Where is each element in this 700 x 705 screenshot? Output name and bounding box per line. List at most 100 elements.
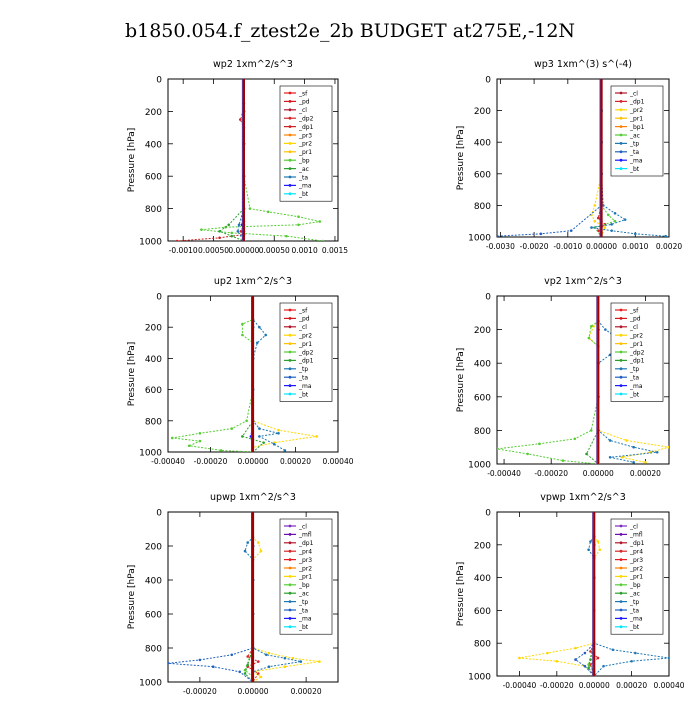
chart-panel-2: wp3 1xm^(3) s^(-4) Pressure [hPa] 0 200 400 6… [456,59,682,251]
data-point [596,540,600,543]
data-point [246,655,249,658]
x-tick-label: -0.00040 [151,457,185,466]
legend-label: _bt [629,624,640,631]
data-point [257,672,260,675]
legend-label: _dp1 [298,124,314,131]
legend-marker [288,158,292,162]
data-point [246,541,249,544]
y-tick-label: 600 [145,611,162,621]
data-point [237,223,241,227]
legend-label: _pd [629,316,641,323]
plot-frame [496,511,670,677]
y-tick-label: 600 [145,386,162,396]
legend-label: _bt [298,391,309,398]
legend-label: _pr2 [298,333,312,340]
y-tick-label: 200 [474,107,491,117]
y-tick-label: 800 [145,205,162,215]
legend-marker [619,333,623,337]
legend-marker [288,617,292,620]
data-point [297,215,300,218]
data-point [243,672,247,675]
x-tick-label: 0.0010 [622,242,648,251]
legend-label: _pr1 [298,341,312,348]
legend-label: _ac [629,132,640,139]
legend-label: _pr2 [298,565,312,572]
legend-marker [288,608,292,612]
legend-label: _ac [298,591,309,598]
legend-marker [288,333,292,337]
legend-marker [619,108,623,112]
legend-marker [288,167,292,171]
data-point [315,435,319,438]
data-point [632,461,635,464]
data-point [239,229,243,233]
data-point [538,442,541,446]
legend-label: _cl [298,324,307,331]
x-tick-label: -0.0020 [520,242,549,251]
legend-label: _mfl [298,532,312,539]
y-tick-label: 400 [474,574,491,584]
legend-marker [288,558,292,561]
legend-label: _bp [298,582,310,589]
legend-marker [619,583,623,587]
x-tick-label: -0.00020 [183,687,217,696]
x-tick-label: -0.0010 [553,242,582,251]
y-tick-label: 800 [474,202,491,212]
data-point [243,549,247,553]
data-point [267,665,271,668]
legend-label: _pr1 [298,149,312,156]
data-point [211,665,215,668]
data-point [620,455,624,459]
legend-label: _mfl [629,532,643,539]
legend-marker [619,133,623,137]
legend-label: _tp [298,366,308,373]
data-point [589,650,592,653]
legend-label: _tp [298,599,308,606]
legend-marker [619,392,623,396]
legend-marker [288,583,292,587]
data-point [257,660,260,663]
data-point [610,229,613,232]
data-point [241,435,244,438]
y-tick-label: 400 [145,577,162,587]
legend-label: _cl [629,324,638,331]
legend-label: _tp [629,141,639,148]
legend-marker [619,325,623,329]
data-point [198,439,202,443]
data-point [170,436,174,440]
data-point [574,658,577,661]
data-point [230,427,234,430]
legend-marker [619,575,623,578]
legend-marker [619,167,623,171]
legend-marker [619,375,623,379]
chart-panel-1: wp2 1xm^2/s^3 Pressure [hPa] 0 200 400 600 800… [127,59,348,255]
series-line-dp2 [172,296,254,452]
legend-marker [288,184,292,187]
legend-marker [619,549,623,553]
y-tick-label: 400 [474,139,491,149]
legend-marker [288,384,292,387]
legend-label: _sf [629,307,639,314]
data-point [518,656,521,660]
legend-label: _pr1 [629,116,643,123]
legend-label: _pd [298,316,310,323]
page-title: b1850.054.f_ztest2e_2b BUDGET at275E,-12… [124,20,576,42]
legend-marker [619,625,623,629]
legend-marker [288,192,292,196]
plot-frame [496,295,670,465]
legend-marker [619,591,623,595]
y-tick-label: 200 [474,541,491,551]
data-point [583,651,587,655]
legend-label: _pr1 [298,574,312,581]
data-point [272,442,276,446]
data-point [241,333,244,337]
data-point [526,452,529,456]
chart-title: upwp 1xm^2/s^3 [210,492,296,503]
data-point [602,664,605,668]
data-point [623,218,627,221]
data-point [255,341,259,345]
legend-label: _dp1 [298,540,314,547]
y-tick-label: 1000 [139,449,162,459]
y-tick-label: 200 [474,326,491,336]
legend-marker [619,524,623,528]
